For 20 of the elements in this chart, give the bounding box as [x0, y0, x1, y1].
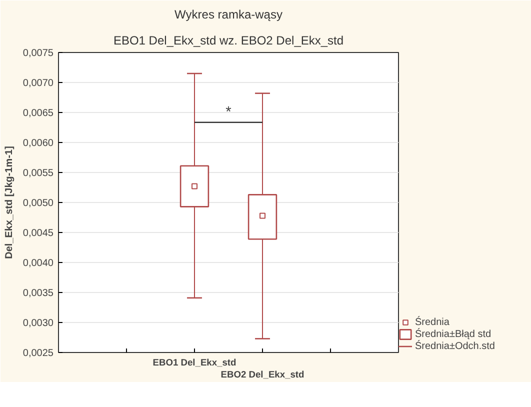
x-tick-label: EBO2 Del_Ekx_std	[220, 370, 305, 380]
y-tick-label: 0,0065	[22, 108, 54, 119]
y-tick-label: 0,0030	[22, 318, 54, 329]
y-tick-label: 0,0070	[22, 78, 54, 89]
y-tick-label: 0,0025	[22, 348, 54, 359]
chart-subtitle: EBO1 Del_Ekx_std wz. EBO2 Del_Ekx_std	[113, 34, 344, 48]
y-tick-label: 0,0050	[22, 198, 54, 209]
annotation: *	[226, 104, 232, 120]
y-tick-label: 0,0060	[22, 138, 54, 149]
x-tick-label: EBO1 Del_Ekx_std	[152, 358, 237, 368]
y-tick-label: 0,0040	[22, 258, 54, 269]
chart-title: Wykres ramka-wąsy	[174, 8, 282, 22]
y-tick-label: 0,0055	[22, 168, 54, 179]
text: Średnia±Odch.std	[415, 340, 495, 352]
y-axis-title: Del_Ekx_std [Jkg-1m-1]	[4, 146, 15, 259]
y-tick-label: 0,0045	[22, 228, 54, 239]
legend-label: Średnia	[415, 316, 450, 328]
y-tick-label: 0,0075	[22, 48, 54, 59]
y-tick-label: 0,0035	[22, 288, 54, 299]
legend-label: Średnia±Błąd std	[415, 328, 492, 340]
